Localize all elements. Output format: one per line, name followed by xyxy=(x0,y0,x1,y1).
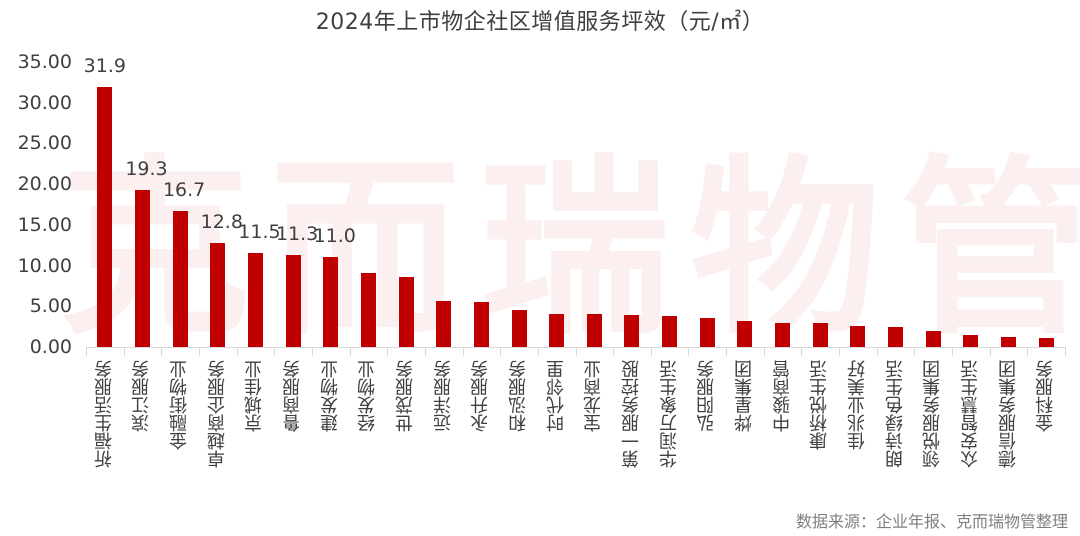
x-tick-mark xyxy=(613,347,615,356)
x-tick-mark xyxy=(989,347,991,356)
x-category-label: 经发物业 xyxy=(357,360,379,432)
y-tick-label: 30.00 xyxy=(17,91,72,114)
bar xyxy=(360,272,376,347)
x-tick-mark xyxy=(952,347,954,356)
x-tick-mark xyxy=(1027,347,1029,356)
x-tick-mark xyxy=(537,347,539,356)
data-label: 11.3 xyxy=(275,222,319,245)
x-tick-mark xyxy=(914,347,916,356)
x-category-label: 佳兆业美好 xyxy=(846,360,868,450)
x-tick-mark xyxy=(274,347,276,356)
bar xyxy=(473,302,489,347)
bar xyxy=(1038,338,1054,347)
data-label: 31.9 xyxy=(83,55,126,78)
x-tick-mark xyxy=(311,347,313,356)
bar xyxy=(134,189,150,347)
x-tick-mark xyxy=(236,347,238,356)
x-tick-mark xyxy=(500,347,502,356)
y-tick-label: 25.00 xyxy=(17,132,72,155)
x-category-label: 永升服务 xyxy=(470,360,492,432)
x-tick-mark xyxy=(650,347,652,356)
y-tick-label: 35.00 xyxy=(17,51,72,73)
bar xyxy=(436,301,452,347)
y-tick-label: 10.00 xyxy=(17,254,72,277)
x-category-label: 德信服务集团 xyxy=(997,360,1019,468)
bar xyxy=(963,334,979,347)
x-tick-mark xyxy=(462,347,464,356)
bar xyxy=(586,314,602,347)
chart-title: 2024年上市物企社区增值服务坪效（元/㎡） xyxy=(315,10,765,35)
x-category-label: 时代邻里 xyxy=(545,360,567,432)
x-category-label: 远洋服务 xyxy=(432,360,454,432)
x-tick-mark xyxy=(763,347,765,356)
x-category-label: 鲁商服务 xyxy=(282,360,304,432)
x-category-label: 宝龙商业 xyxy=(583,360,605,432)
bar xyxy=(210,242,226,347)
data-label: 12.8 xyxy=(200,210,243,233)
x-category-label: 众安智慧生活 xyxy=(959,360,981,468)
x-category-label: 康桥悦生活 xyxy=(809,360,831,450)
x-category-label: 金融街物业 xyxy=(169,360,191,450)
bar xyxy=(398,276,414,347)
data-label: 16.7 xyxy=(162,179,206,201)
data-label: 19.3 xyxy=(125,157,168,180)
y-tick-label: 5.00 xyxy=(29,295,72,318)
x-category-label: 和泓服务 xyxy=(508,360,530,432)
x-category-label: 金科服务 xyxy=(1035,360,1057,432)
bar xyxy=(97,87,113,347)
x-category-label: 朗诗绿色生活 xyxy=(884,360,906,468)
bar xyxy=(323,257,339,347)
bar xyxy=(850,325,866,347)
bar xyxy=(285,254,301,347)
x-category-label: 领悦服务集团 xyxy=(922,360,944,468)
bar xyxy=(775,323,791,347)
x-tick-mark xyxy=(688,347,690,356)
y-tick-label: 0.00 xyxy=(29,336,72,358)
x-tick-mark xyxy=(349,347,351,356)
bar xyxy=(247,253,263,347)
x-axis-line xyxy=(86,347,1065,348)
data-label: 11.0 xyxy=(313,225,356,248)
x-tick-mark xyxy=(86,347,87,356)
bar xyxy=(925,330,941,347)
data-label: 11.5 xyxy=(238,221,281,244)
bar xyxy=(172,211,188,347)
bar xyxy=(1001,337,1017,347)
x-tick-mark xyxy=(801,347,803,356)
bar xyxy=(812,323,828,347)
x-category-label: 中骏商管 xyxy=(771,360,793,432)
bar xyxy=(737,320,753,347)
bar xyxy=(624,315,640,347)
bar xyxy=(662,316,678,347)
x-category-label: 祈福生活服务 xyxy=(93,360,115,468)
bar xyxy=(699,317,715,347)
x-category-label: 烨星集团 xyxy=(733,360,755,432)
x-category-label: 京城佳业 xyxy=(244,360,266,432)
bar xyxy=(888,327,904,347)
x-tick-mark xyxy=(387,347,389,356)
bar xyxy=(549,313,565,347)
x-category-label: 滨江服务 xyxy=(131,360,153,432)
x-category-label: 建发物业 xyxy=(319,360,341,432)
x-category-label: 华润万象生活 xyxy=(658,360,680,468)
y-tick-label: 20.00 xyxy=(17,173,72,196)
x-tick-mark xyxy=(839,347,841,356)
x-tick-mark xyxy=(726,347,728,356)
x-category-label: 第一服务控股 xyxy=(620,360,642,468)
x-tick-mark xyxy=(876,347,878,356)
x-category-label: 弘阳服务 xyxy=(696,360,718,432)
source-note: 数据来源：企业年报、克而瑞物管整理 xyxy=(795,512,1068,531)
x-tick-mark xyxy=(575,347,577,356)
x-tick-mark xyxy=(1065,347,1066,356)
x-tick-mark xyxy=(123,347,125,356)
x-category-label: 世茂服务 xyxy=(395,360,417,432)
x-tick-mark xyxy=(161,347,163,356)
x-category-label: 卓越商企服务 xyxy=(206,360,228,468)
bar xyxy=(511,310,527,347)
x-tick-mark xyxy=(424,347,426,356)
y-tick-label: 15.00 xyxy=(17,213,72,236)
x-tick-mark xyxy=(198,347,200,356)
